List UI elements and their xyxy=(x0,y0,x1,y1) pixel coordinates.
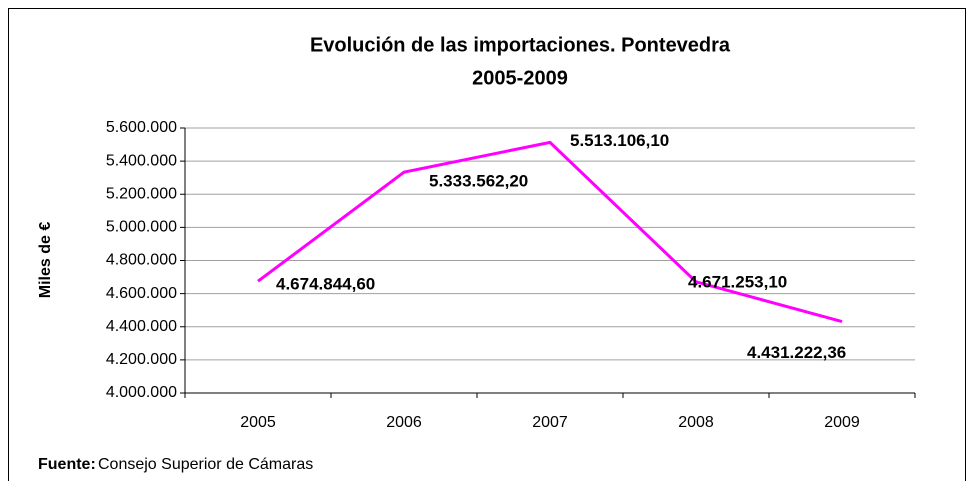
data-label: 4.671.253,10 xyxy=(688,272,787,291)
y-tick-label: 4.400.000 xyxy=(106,318,177,335)
x-tick-label: 2007 xyxy=(532,414,568,431)
y-tick-label: 5.600.000 xyxy=(106,119,177,136)
x-tick-label: 2006 xyxy=(386,414,422,431)
chart-title: Evolución de las importaciones. Ponteved… xyxy=(310,34,731,56)
y-tick-label: 5.200.000 xyxy=(106,185,177,202)
line-series xyxy=(257,140,843,324)
source-label: Fuente: xyxy=(38,456,96,473)
y-tick-label: 4.000.000 xyxy=(106,384,177,401)
data-label: 5.513.106,10 xyxy=(570,131,669,150)
chart-border xyxy=(8,8,966,481)
y-tick-label: 5.400.000 xyxy=(106,152,177,169)
y-axis-title: Miles de € xyxy=(37,222,54,299)
chart-subtitle: 2005-2009 xyxy=(472,67,568,89)
data-label: 4.431.222,36 xyxy=(747,343,846,362)
x-tick-label: 2008 xyxy=(678,414,714,431)
data-label: 4.674.844,60 xyxy=(276,275,375,294)
y-tick-label: 4.600.000 xyxy=(106,285,177,302)
x-tick-label: 2009 xyxy=(824,414,860,431)
y-tick-label: 4.200.000 xyxy=(106,351,177,368)
data-label: 5.333.562,20 xyxy=(429,172,528,191)
y-tick-label: 4.800.000 xyxy=(106,252,177,269)
source: Consejo Superior de Cámaras xyxy=(98,456,313,473)
y-tick-label: 5.000.000 xyxy=(106,219,177,236)
x-tick-label: 2005 xyxy=(240,414,276,431)
